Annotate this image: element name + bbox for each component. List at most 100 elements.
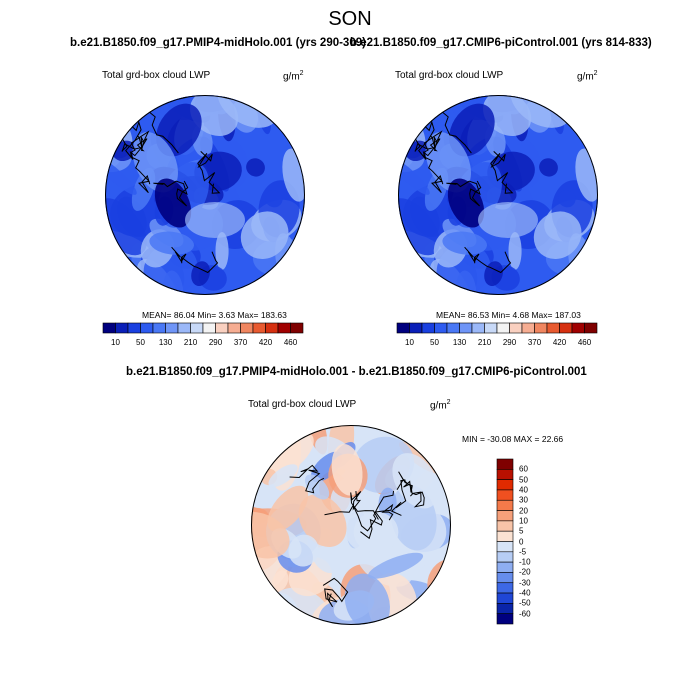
field-contour <box>268 464 298 488</box>
colorbar-swatch <box>496 499 514 511</box>
field-contour <box>427 426 450 461</box>
colorbar-swatch <box>534 322 548 334</box>
colorbar-tick-label: 50 <box>136 338 145 347</box>
colorbar-tick-label: 10 <box>519 516 528 526</box>
colorbar-swatch <box>546 322 560 334</box>
colorbar-tick-label: 130 <box>452 338 467 347</box>
colorbar-swatch <box>484 322 498 334</box>
panel-2-variable-label: Total grd-box cloud LWP <box>395 70 504 81</box>
colorbar-swatch <box>496 510 514 522</box>
colorbar-tick-label: -30 <box>519 578 531 588</box>
colorbar-swatch <box>496 458 514 470</box>
field-contour <box>425 132 471 193</box>
colorbar-swatch <box>509 322 523 334</box>
colorbar-tick-label: 10 <box>405 338 414 347</box>
field-contour <box>398 277 445 294</box>
field-contour <box>215 231 229 270</box>
colorbar-swatch <box>496 551 514 563</box>
season-title: SON <box>328 8 372 30</box>
colorbar-tick-label: 420 <box>552 338 567 347</box>
colorbar-tick-label: 5 <box>519 526 524 536</box>
colorbar-swatch <box>496 541 514 553</box>
colorbar-swatch <box>496 572 514 584</box>
colorbar-tick-label: 460 <box>577 338 592 347</box>
field-contour <box>449 103 495 157</box>
field-contour <box>437 592 451 625</box>
panel-2-units: g/m2 <box>577 70 598 83</box>
map-border <box>251 425 451 625</box>
colorbar-tick-label: -40 <box>519 588 531 598</box>
colorbar-swatch <box>496 561 514 573</box>
colorbar-swatch <box>165 322 179 334</box>
colorbar-swatch <box>496 613 514 625</box>
colorbar-swatch <box>215 322 229 334</box>
colorbar-swatch <box>421 322 435 334</box>
panel-1-colorbar-ticks: 10 50 130 210 290 370 420 460 <box>103 338 303 350</box>
field-contour <box>271 570 289 592</box>
panel-1-title: b.e21.B1850.f09_g17.PMIP4-midHolo.001 (y… <box>70 37 366 49</box>
field-contour <box>149 231 194 255</box>
colorbar-swatch <box>115 322 129 334</box>
diff-panel-units: g/m2 <box>430 399 451 412</box>
colorbar-swatch <box>240 322 254 334</box>
colorbar-tick-label: 460 <box>283 338 298 347</box>
coastlines <box>289 464 425 608</box>
field-contour <box>154 178 192 228</box>
diff-panel-colorbar-ticks: 60 50 40 30 20 10 5 0 -5 -10 -20 -30 -40 -50 -60 <box>519 459 549 624</box>
colorbar-tick-label: 130 <box>158 338 173 347</box>
colorbar-tick-label: -20 <box>519 567 531 577</box>
panel-2-title: b.e21.B1850.f09_g17.CMIP6-piControl.001 … <box>350 37 652 49</box>
field-contour <box>298 494 347 547</box>
panel-2-colorbar-ticks: 10 50 130 210 290 370 420 460 <box>397 338 597 350</box>
colorbar-swatch <box>496 469 514 480</box>
field-contour <box>185 202 245 238</box>
field-contour <box>105 263 137 295</box>
colorbar-tick-label: 40 <box>519 485 528 495</box>
field-contour <box>398 263 430 295</box>
colorbar-swatch <box>496 603 514 614</box>
panel-2-colorbar <box>396 322 598 334</box>
colorbar-swatch <box>521 322 535 334</box>
colorbar-tick-label: -60 <box>519 609 531 619</box>
panel-1-polar-map <box>105 95 305 295</box>
field-contour <box>246 158 265 177</box>
colorbar-swatch <box>496 592 514 604</box>
panel-1-units: g/m2 <box>283 70 304 83</box>
colorbar-swatch <box>496 489 514 501</box>
colorbar-swatch <box>277 322 291 334</box>
field-contour <box>478 202 538 238</box>
colorbar-tick-label: -10 <box>519 557 531 567</box>
field-contour <box>132 132 178 193</box>
field-contour <box>508 231 522 270</box>
field-contour <box>442 231 487 255</box>
panel-1-stats: MEAN= 86.04 Min= 3.63 Max= 183.63 <box>142 310 287 320</box>
colorbar-swatch <box>496 530 514 542</box>
panel-2-stats: MEAN= 86.53 Min= 4.68 Max= 187.03 <box>436 310 581 320</box>
colorbar-swatch <box>127 322 141 334</box>
colorbar-swatch <box>152 322 166 334</box>
colorbar-tick-label: 420 <box>258 338 273 347</box>
field-contour <box>105 253 119 269</box>
colorbar-swatch <box>584 322 598 334</box>
colorbar-tick-label: 60 <box>519 464 528 474</box>
colorbar-swatch <box>459 322 473 334</box>
colorbar-tick-label: -50 <box>519 598 531 608</box>
field-contour <box>398 253 412 269</box>
colorbar-tick-label: 20 <box>519 506 528 516</box>
colorbar-swatch <box>496 520 514 532</box>
field-contour <box>398 198 440 256</box>
colorbar-swatch <box>177 322 191 334</box>
field-contour <box>156 103 202 157</box>
colorbar-swatch <box>190 322 204 334</box>
field-contour <box>539 158 558 177</box>
field-contour <box>353 511 399 553</box>
colorbar-swatch <box>559 322 573 334</box>
colorbar-tick-label: 0 <box>519 537 524 546</box>
colorbar-swatch <box>434 322 448 334</box>
field-contour <box>105 277 152 294</box>
map-border <box>105 95 305 295</box>
colorbar-swatch <box>396 322 410 334</box>
colorbar-swatch <box>140 322 154 334</box>
colorbar-tick-label: 370 <box>233 338 248 347</box>
colorbar-swatch <box>265 322 279 334</box>
